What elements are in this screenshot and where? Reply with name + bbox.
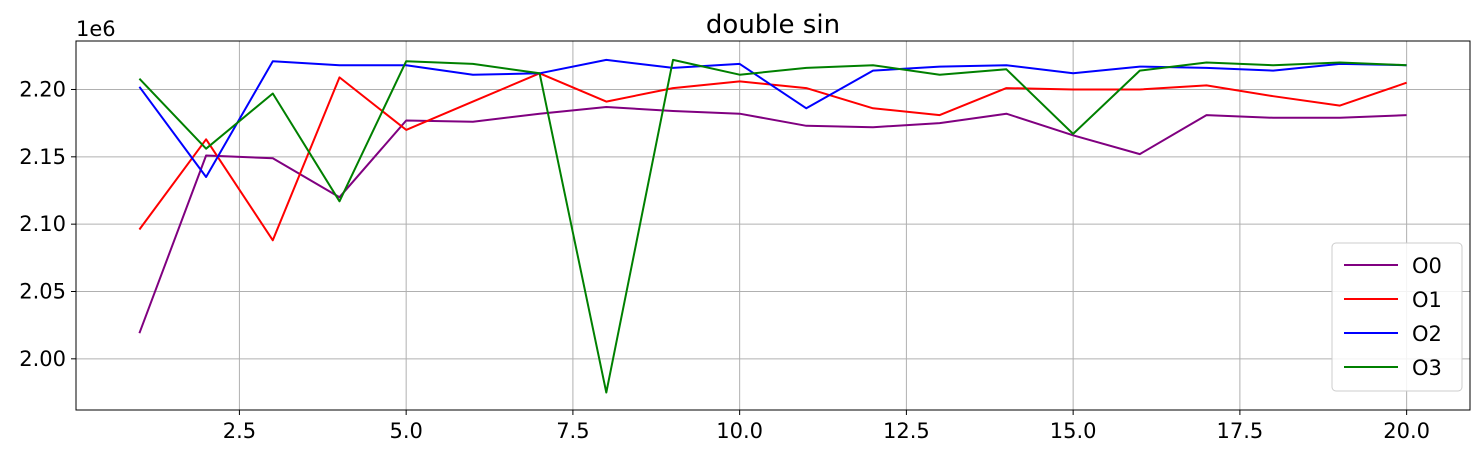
y-tick-label: 2.00 bbox=[19, 347, 66, 371]
y-tick-label: 2.10 bbox=[19, 212, 66, 236]
grid-lines bbox=[76, 41, 1470, 410]
series-line-o2 bbox=[138, 58, 1407, 178]
x-tick-label: 10.0 bbox=[716, 419, 763, 443]
legend: O0 O1 O2 O3 bbox=[1331, 242, 1463, 392]
x-tick-label: 20.0 bbox=[1383, 419, 1430, 443]
legend-label: O2 bbox=[1412, 322, 1442, 346]
legend-box bbox=[1331, 242, 1463, 392]
x-tick-label: 17.5 bbox=[1217, 419, 1264, 443]
x-tick-label: 5.0 bbox=[389, 419, 422, 443]
y-tick-label: 2.15 bbox=[19, 145, 66, 169]
legend-label: O1 bbox=[1412, 288, 1442, 312]
chart-title: double sin bbox=[706, 10, 840, 40]
axis-ticks: 2.5 5.0 7.5 10.0 12.5 15.0 17.5 20.0 2.00 2.05 2.1… bbox=[19, 77, 1430, 443]
plot-frame bbox=[75, 40, 1471, 411]
series-line-o0 bbox=[138, 106, 1407, 334]
y-offset-text: 1e6 bbox=[76, 17, 116, 41]
series-line-o3 bbox=[138, 58, 1407, 394]
series-line-o1 bbox=[138, 72, 1407, 242]
y-tick-label: 2.20 bbox=[19, 77, 66, 101]
x-tick-label: 15.0 bbox=[1050, 419, 1097, 443]
x-tick-label: 2.5 bbox=[223, 419, 256, 443]
legend-label: O0 bbox=[1412, 254, 1442, 278]
series-lines bbox=[138, 58, 1407, 394]
x-tick-label: 7.5 bbox=[556, 419, 589, 443]
x-tick-label: 12.5 bbox=[883, 419, 930, 443]
legend-label: O3 bbox=[1412, 356, 1442, 380]
y-tick-label: 2.05 bbox=[19, 279, 66, 303]
